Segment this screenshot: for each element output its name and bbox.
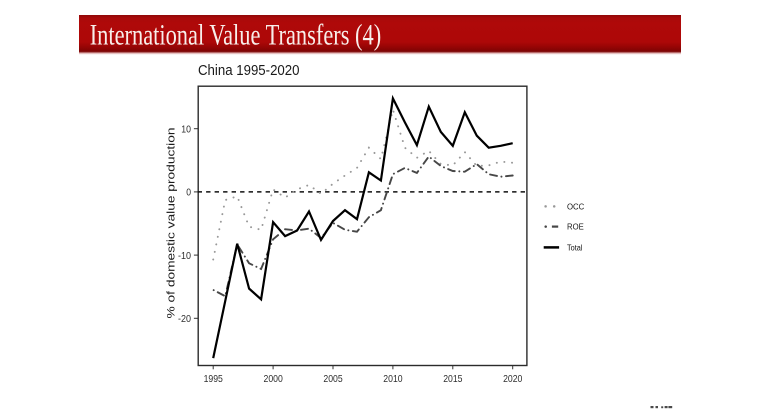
svg-text:International Value Transfers: International Value Transfers (4) [90,20,382,52]
svg-text:2005: 2005 [323,374,343,385]
svg-text:2000: 2000 [264,374,284,385]
svg-text:-10: -10 [178,251,191,262]
svg-text:2010: 2010 [383,374,403,385]
svg-text:-20: -20 [178,314,191,325]
svg-text:% of domestic value production: % of domestic value production [166,128,178,319]
svg-text:10: 10 [181,124,191,135]
svg-text:1995: 1995 [204,374,224,385]
svg-text:OCC: OCC [567,202,585,211]
svg-text:ROE: ROE [567,223,584,232]
svg-text:Total: Total [567,243,583,252]
svg-text:2020: 2020 [503,374,523,385]
svg-text:China 1995-2020: China 1995-2020 [198,63,300,79]
svg-text:2015: 2015 [443,374,463,385]
svg-text:0: 0 [186,188,191,199]
